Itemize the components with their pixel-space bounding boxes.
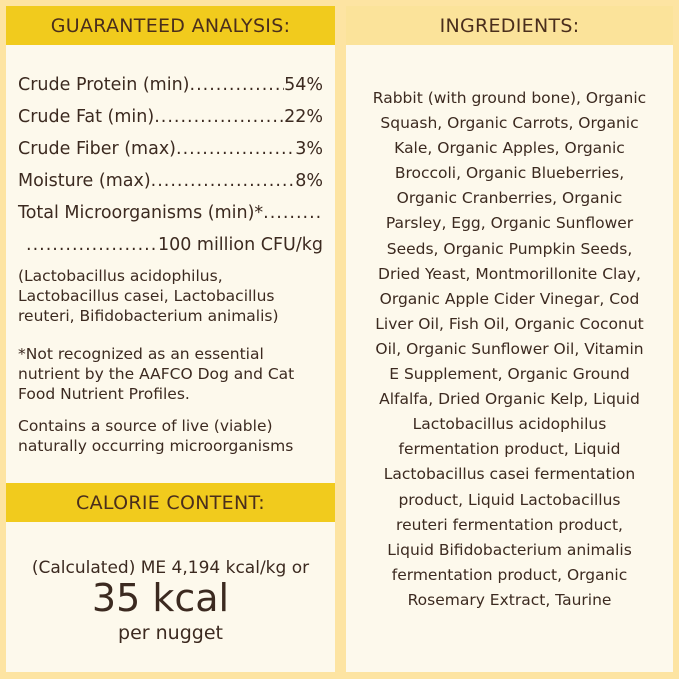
row-value: 22% <box>284 107 323 127</box>
footnote: *Not recognized as an essential nutrient… <box>18 345 295 403</box>
ingredients-line: Rosemary Extract, Taurine <box>407 590 612 609</box>
ingredients-line: product, Liquid Lactobacillus <box>398 490 621 509</box>
ingredients-line: Liver Oil, Fish Oil, Organic Coconut <box>375 314 644 333</box>
ingredients-panel: INGREDIENTS: Rabbit (with ground bone), … <box>346 6 673 672</box>
dot-leader <box>154 107 284 127</box>
ingredients-line: Organic Cranberries, Organic <box>396 189 623 208</box>
ingredients-line: fermentation product, Organic <box>391 565 628 584</box>
ingredients-line: fermentation product, Liquid <box>398 440 621 459</box>
row-label: Moisture (max) <box>18 171 151 191</box>
ingredients-list: Rabbit (with ground bone), Organic Squash… <box>346 86 673 613</box>
analysis-row: Moisture (max) 8% <box>18 165 323 197</box>
guaranteed-analysis-title: GUARANTEED ANALYSIS: <box>6 6 335 45</box>
ingredients-line: Kale, Organic Apples, Organic <box>394 139 625 158</box>
row-value: 100 million CFU/kg <box>157 235 323 255</box>
dot-leader <box>263 203 323 223</box>
row-value: 54% <box>284 75 323 95</box>
ingredients-line: Rabbit (with ground bone), Organic <box>372 89 647 107</box>
ingredients-line: Liquid Bifidobacterium animalis <box>387 540 632 559</box>
row-label: Crude Protein (min) <box>18 75 190 95</box>
ingredients-line: Alfalfa, Dried Organic Kelp, Liquid <box>379 390 640 409</box>
calorie-per-nugget-label: per nugget <box>118 622 223 644</box>
ingredients-line: Lactobacillus casei fermentation <box>383 465 636 484</box>
ingredients-line: Oil, Organic Sunflower Oil, Vitamin <box>375 339 644 358</box>
analysis-row: Crude Fiber (max) 3% <box>18 133 323 165</box>
dot-leader <box>26 235 158 255</box>
ingredients-line: Lactobacillus acidophilus <box>412 415 607 434</box>
analysis-table: Crude Protein (min) 54% Crude Fat (min) 22… <box>18 69 323 261</box>
row-label: Total Microorganisms (min)* <box>18 203 264 223</box>
ingredients-line: Parsley, Egg, Organic Sunflower <box>385 214 634 233</box>
analysis-row: Crude Fat (min) 22% <box>18 101 323 133</box>
ingredients-line: Dried Yeast, Montmorillonite Clay, <box>378 264 641 283</box>
live-microorganisms-note: Contains a source of live (viable) natur… <box>18 417 294 455</box>
guaranteed-analysis-panel: GUARANTEED ANALYSIS: Crude Protein (min)… <box>6 6 335 672</box>
ingredients-title: INGREDIENTS: <box>346 6 673 45</box>
ingredients-line: Organic Apple Cider Vinegar, Cod <box>379 289 640 308</box>
ingredients-line: E Supplement, Organic Ground <box>389 365 630 384</box>
ingredients-line: Seeds, Organic Pumpkin Seeds, <box>386 239 633 258</box>
row-value: 3% <box>295 139 323 159</box>
dot-leader <box>151 171 296 191</box>
ingredients-line: Broccoli, Organic Blueberries, <box>394 164 625 183</box>
row-value: 8% <box>295 171 323 191</box>
analysis-row: 100 million CFU/kg <box>18 229 323 261</box>
ingredients-line: reuteri fermentation product, <box>396 515 623 534</box>
calorie-content-title: CALORIE CONTENT: <box>6 483 335 522</box>
calorie-per-nugget-value: 35 kcal <box>91 576 230 620</box>
analysis-row: Crude Protein (min) 54% <box>18 69 323 101</box>
dot-leader <box>176 139 295 159</box>
analysis-row: Total Microorganisms (min)* <box>18 197 323 229</box>
row-label: Crude Fat (min) <box>18 107 155 127</box>
strains-note: (Lactobacillus acidophilus, Lactobacillu… <box>18 267 279 325</box>
dot-leader <box>190 75 285 95</box>
ingredients-line: Squash, Organic Carrots, Organic <box>380 114 639 133</box>
calorie-calculated: (Calculated) ME 4,194 kcal/kg or <box>31 558 310 578</box>
row-label: Crude Fiber (max) <box>18 139 177 159</box>
